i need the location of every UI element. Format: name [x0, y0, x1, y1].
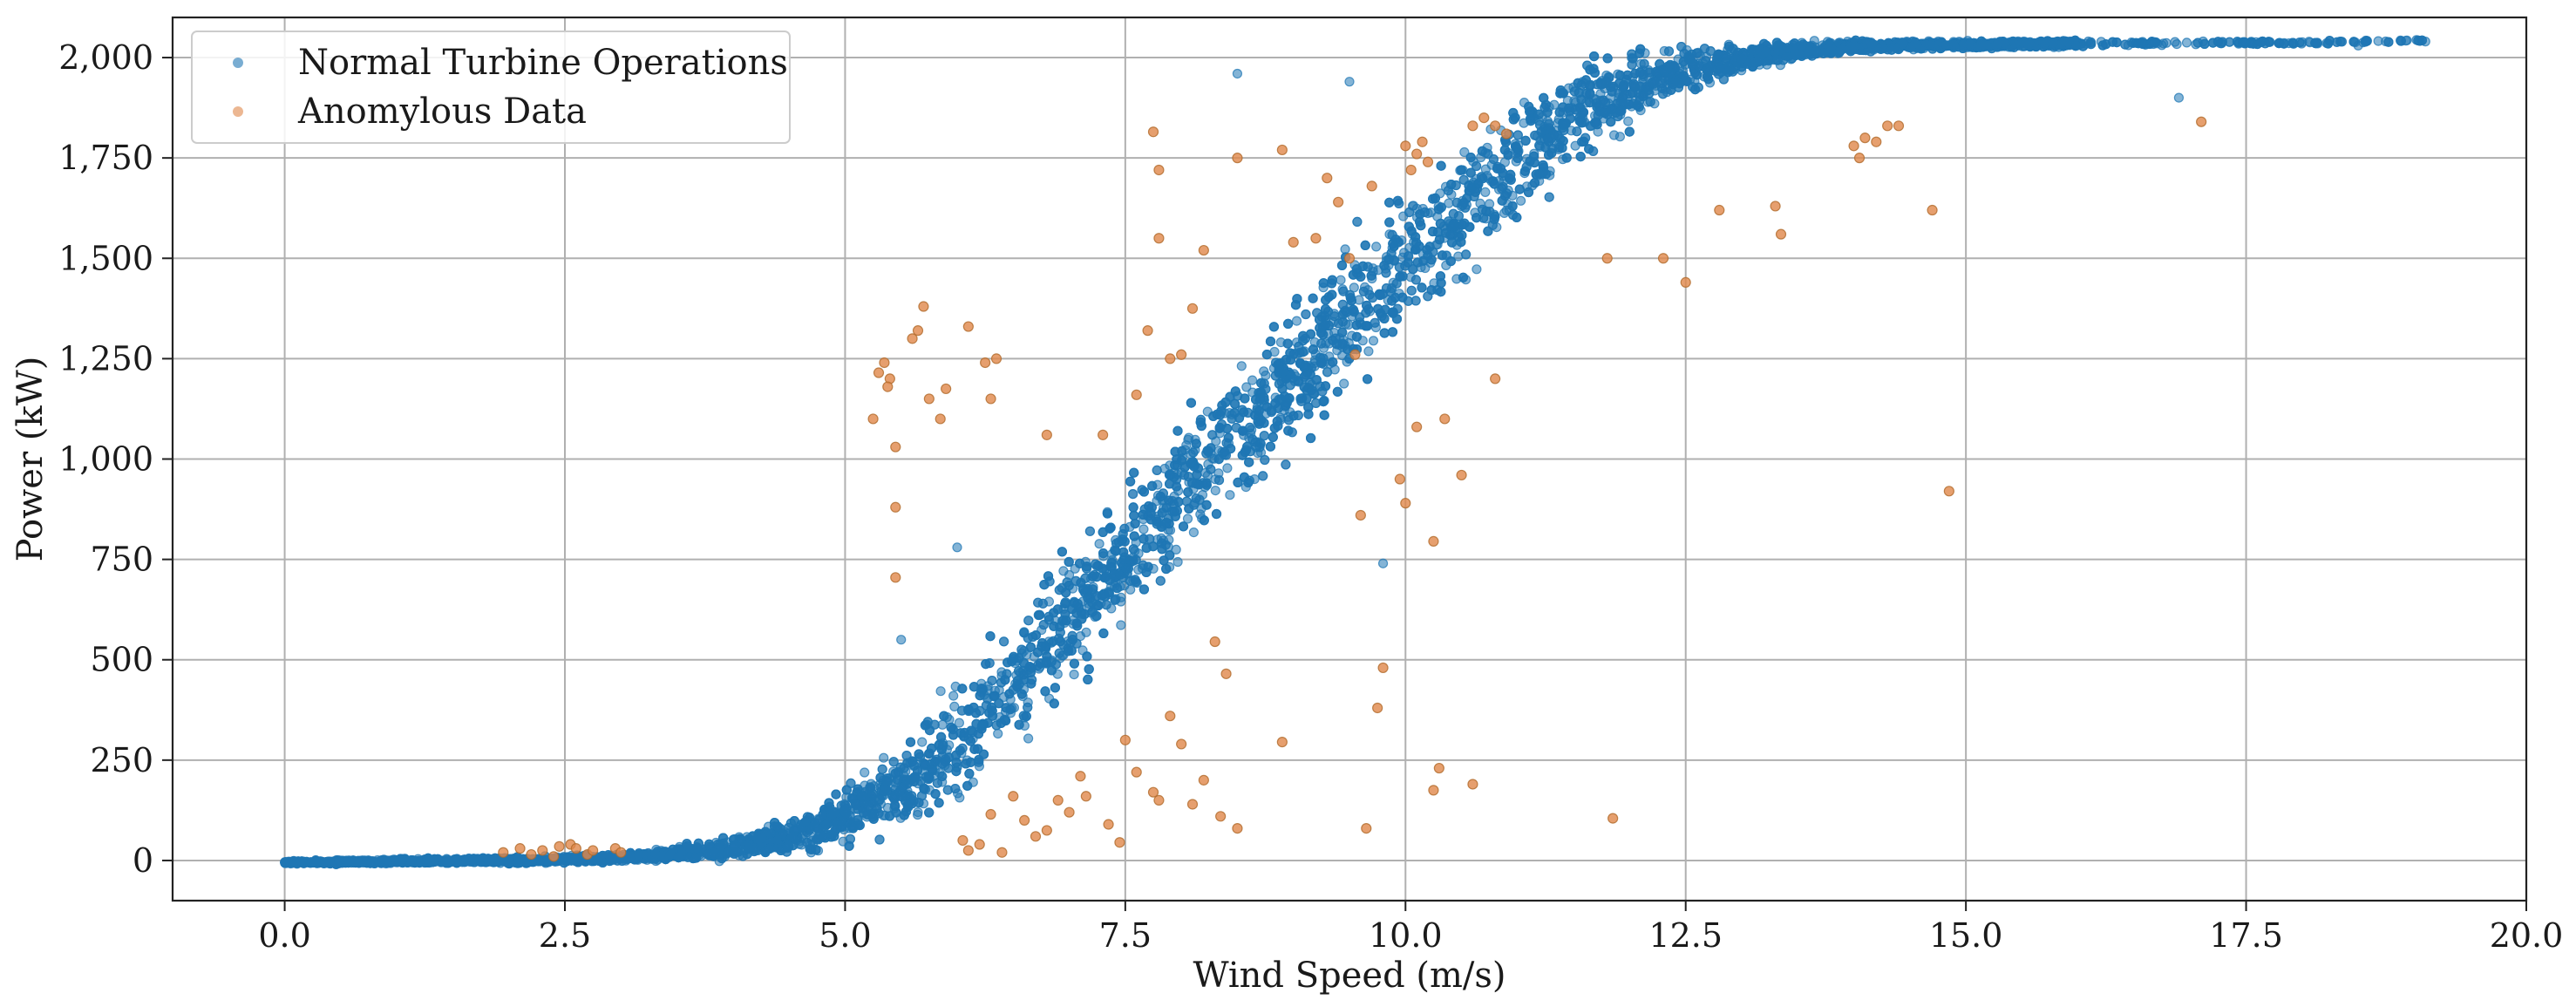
point-normal [879, 752, 889, 763]
point-normal [1138, 524, 1149, 534]
point-normal [1363, 346, 1374, 357]
point-normal [1094, 539, 1104, 549]
point-normal [2158, 38, 2169, 49]
point-normal [1472, 264, 1482, 275]
point-normal [1515, 195, 1526, 206]
point-normal [860, 767, 870, 778]
point-normal [1340, 244, 1350, 255]
point-normal [1069, 669, 1079, 680]
point-normal [948, 691, 959, 701]
point-normal [1222, 463, 1233, 473]
point-normal [1349, 282, 1359, 293]
point-normal [2172, 38, 2182, 50]
point-normal [1247, 375, 1258, 385]
point-normal [1259, 366, 1269, 377]
point-normal [1236, 361, 1247, 371]
point-normal [993, 728, 1003, 739]
point-normal [1371, 242, 1382, 252]
point-normal [1058, 566, 1069, 576]
point-normal [1459, 146, 1470, 158]
point-normal [1339, 378, 1349, 389]
point-normal [917, 737, 928, 747]
point-normal [1291, 316, 1302, 326]
point-normal [1210, 485, 1220, 496]
point-normal [1023, 733, 1034, 744]
point-normal [1241, 382, 1252, 392]
point-normal [1614, 132, 1626, 142]
point-normal [1336, 275, 1346, 285]
point-normal [1116, 620, 1126, 630]
point-normal [1225, 490, 1235, 500]
point-normal [1368, 336, 1379, 346]
point-normal [1172, 556, 1183, 568]
series-normal [280, 35, 2430, 869]
point-normal [1480, 187, 1491, 197]
point-normal [1182, 514, 1193, 524]
plot-points [280, 35, 2430, 869]
point-normal [1188, 527, 1200, 538]
point-normal [1623, 116, 1634, 126]
point-normal [913, 806, 923, 818]
point-normal [935, 686, 946, 697]
point-normal [955, 793, 965, 803]
point-normal [949, 701, 960, 712]
point-normal [2373, 36, 2383, 46]
point-normal [954, 718, 965, 728]
point-normal [2181, 37, 2192, 48]
point-normal [1125, 584, 1136, 595]
